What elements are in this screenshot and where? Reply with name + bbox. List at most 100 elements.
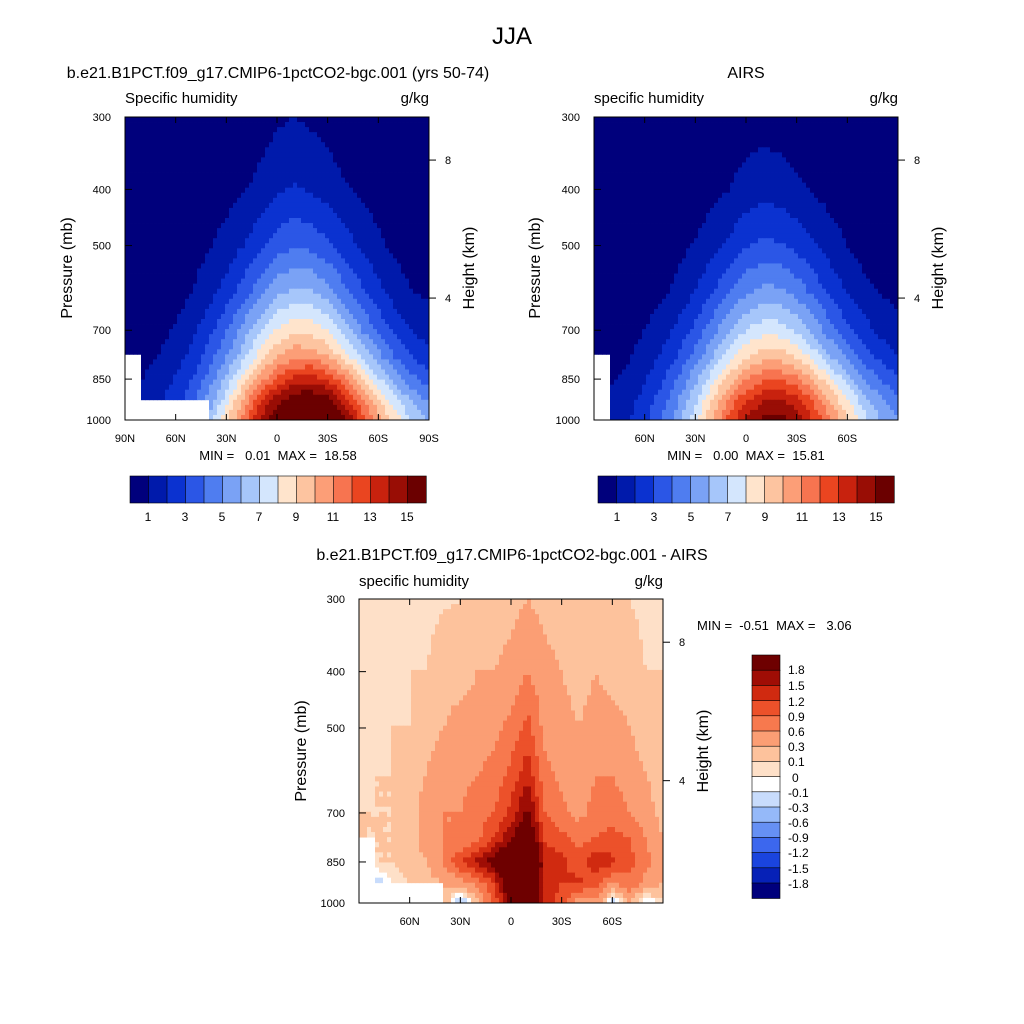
contour-cell [241,243,246,249]
contour-cell [341,329,346,335]
contour-cell [261,132,266,138]
contour-cell [213,364,218,370]
contour-cell [241,374,246,380]
contour-cell [137,202,142,209]
contour-cell [393,127,398,133]
contour-cell [285,324,290,330]
contour-cell [157,207,162,214]
contour-cell [169,182,174,189]
cbar-label: 1 [145,510,152,524]
contour-cell [217,273,222,279]
contour-cell [265,404,270,411]
contour-cell [325,263,330,269]
contour-cell [417,218,422,224]
contour-cell [269,394,274,401]
contour-cell [421,228,426,234]
contour-cell [309,147,314,153]
contour-cell [161,238,166,244]
contour-cell [157,142,162,148]
contour-cell [862,122,867,128]
contour-cell [273,273,278,279]
contour-cell [349,223,354,229]
contour-cell [305,142,310,148]
contour-cell [413,127,418,133]
contour-cell [209,364,214,370]
contour-cell [269,207,274,214]
contour-cell [345,258,350,264]
contour-cell [321,283,326,290]
contour-cell [217,313,222,320]
contour-cell [662,137,667,143]
contour-cell [309,152,314,158]
contour-cell [369,228,374,234]
contour-cell [329,409,334,416]
contour-cell [401,369,406,375]
contour-cell [161,233,166,239]
contour-cell [822,137,827,143]
contour-cell [141,207,146,214]
contour-cell [409,374,414,380]
contour-cell [205,298,210,305]
contour-cell [137,243,142,249]
contour-cell [409,319,414,325]
contour-cell [209,404,214,411]
contour-cell [349,162,354,168]
contour-cell [361,268,366,274]
contour-cell [253,298,258,305]
contour-cell [413,223,418,229]
contour-cell [153,212,158,219]
contour-cell [405,374,410,380]
contour-cell [213,384,218,391]
contour-cell [385,359,390,365]
contour-cell [325,324,330,330]
contour-cell [293,263,298,269]
contour-cell [337,308,342,315]
contour-cell [245,223,250,229]
contour-cell [161,374,166,380]
contour-cell [309,117,314,123]
contour-cell [329,122,334,128]
contour-cell [369,409,374,416]
contour-cell [345,263,350,269]
contour-cell [165,122,170,128]
contour-cell [345,339,350,345]
contour-cell [393,394,398,401]
contour-cell [245,177,250,184]
contour-cell [285,394,290,401]
contour-cell [417,404,422,411]
contour-cell [317,127,322,133]
contour-cell [377,212,382,219]
contour-cell [345,167,350,173]
contour-cell [329,308,334,315]
contour-cell [313,389,318,396]
contour-cell [385,228,390,234]
contour-cell [261,364,266,370]
contour-cell [305,374,310,380]
contour-cell [209,132,214,138]
contour-cell [253,197,258,204]
contour-cell [153,369,158,375]
contour-cell [365,379,370,386]
contour-cell [389,379,394,386]
contour-cell [265,339,270,345]
contour-cell [361,207,366,214]
contour-cell [425,268,430,274]
contour-cell [265,192,270,199]
contour-cell [285,127,290,133]
contour-cell [209,394,214,401]
contour-cell [257,162,262,168]
contour-cell [221,308,226,315]
contour-cell [678,117,683,123]
contour-cell [189,223,194,229]
contour-cell [177,172,182,178]
contour-cell [177,379,182,386]
contour-cell [305,167,310,173]
contour-cell [133,238,138,244]
contour-cell [181,172,186,178]
contour-cell [137,177,142,184]
contour-cell [297,414,302,421]
contour-cell [377,258,382,264]
contour-cell [209,152,214,158]
contour-cell [233,369,238,375]
contour-cell [205,162,210,168]
